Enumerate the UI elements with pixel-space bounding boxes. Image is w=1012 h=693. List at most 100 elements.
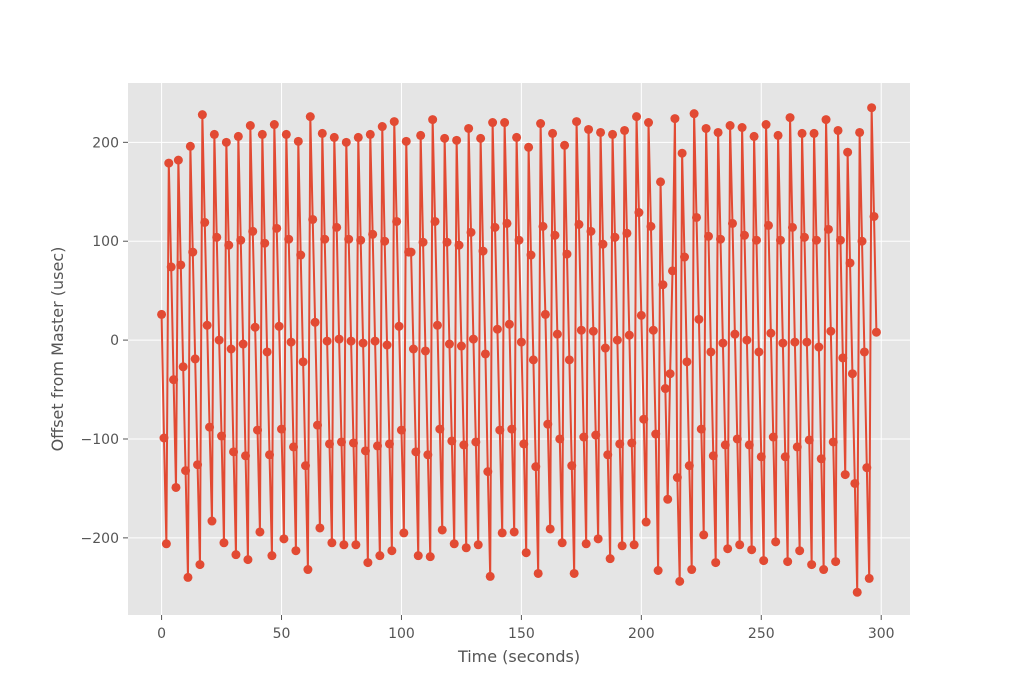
data-point: [488, 118, 498, 128]
data-point: [289, 442, 299, 452]
y-axis-label: Offset from Master (usec): [48, 247, 67, 452]
data-point: [159, 433, 169, 443]
data-point: [464, 123, 474, 133]
data-point: [248, 226, 258, 236]
data-point: [190, 354, 200, 364]
data-point: [471, 437, 481, 447]
data-point: [804, 435, 814, 445]
data-point: [428, 115, 438, 125]
data-point: [250, 322, 260, 332]
data-point: [449, 539, 459, 549]
data-point: [823, 224, 833, 234]
data-point: [411, 447, 421, 457]
data-point: [600, 343, 610, 353]
data-point: [231, 550, 241, 560]
data-point: [305, 112, 315, 122]
data-point: [615, 439, 625, 449]
data-point: [442, 237, 452, 247]
data-point: [773, 130, 783, 140]
y-tick-label: 100: [92, 234, 119, 250]
data-point: [730, 329, 740, 339]
data-point: [677, 148, 687, 158]
data-point: [656, 177, 666, 187]
data-point: [387, 546, 397, 556]
data-point: [668, 266, 678, 276]
data-point: [528, 355, 538, 365]
data-point: [605, 554, 615, 564]
data-point: [205, 422, 215, 432]
data-point: [718, 338, 728, 348]
data-point: [838, 353, 848, 363]
data-point: [864, 573, 874, 583]
data-point: [380, 236, 390, 246]
data-point: [816, 454, 826, 464]
data-point: [739, 230, 749, 240]
data-point: [406, 247, 416, 257]
data-point: [598, 239, 608, 249]
data-point: [792, 442, 802, 452]
data-point: [612, 335, 622, 345]
data-point: [281, 129, 291, 139]
data-point: [193, 460, 203, 470]
data-point: [363, 558, 373, 568]
data-point: [716, 234, 725, 244]
y-tick-label: −200: [81, 531, 119, 547]
data-point: [396, 425, 406, 435]
data-point: [617, 541, 627, 551]
data-point: [536, 119, 546, 129]
data-point: [802, 337, 812, 347]
data-point: [787, 222, 797, 232]
data-point: [814, 342, 824, 352]
data-point: [694, 314, 704, 324]
data-point: [430, 216, 440, 226]
data-point: [749, 131, 759, 141]
data-point: [327, 538, 337, 548]
y-tick-label: 0: [110, 333, 119, 349]
data-point: [548, 128, 558, 138]
data-point: [780, 452, 790, 462]
data-point: [303, 565, 313, 575]
data-point: [166, 262, 176, 272]
data-point: [500, 118, 510, 128]
data-point: [706, 347, 716, 357]
data-point: [420, 346, 430, 356]
data-point: [526, 250, 536, 260]
data-point: [322, 336, 332, 346]
data-point: [226, 344, 236, 354]
data-point: [672, 473, 682, 483]
data-point: [315, 523, 325, 533]
data-point: [456, 341, 466, 351]
y-tick-label: −100: [81, 432, 119, 448]
data-point: [531, 462, 541, 472]
data-point: [732, 434, 742, 444]
data-point: [293, 136, 303, 146]
data-point: [871, 327, 881, 337]
data-point: [454, 240, 464, 250]
x-tick-label: 50: [273, 626, 291, 642]
data-point: [197, 110, 207, 120]
data-point: [416, 130, 426, 140]
data-point: [869, 211, 879, 221]
data-point: [648, 325, 658, 335]
data-point: [651, 429, 661, 439]
data-point: [425, 552, 435, 562]
data-point: [821, 115, 831, 125]
data-point: [164, 158, 174, 168]
data-point: [840, 470, 850, 480]
data-point: [291, 546, 301, 556]
data-point: [368, 229, 378, 239]
data-point: [663, 494, 673, 504]
x-tick-label: 150: [508, 626, 535, 642]
data-point: [682, 357, 692, 367]
x-axis-label: Time (seconds): [457, 647, 580, 666]
data-point: [384, 439, 394, 449]
data-point: [360, 446, 370, 456]
data-point: [610, 232, 620, 242]
data-point: [653, 566, 663, 575]
data-point: [629, 540, 639, 550]
data-point: [392, 216, 402, 226]
data-point: [684, 461, 694, 471]
data-point: [747, 545, 757, 555]
data-point: [394, 321, 404, 331]
data-point: [483, 467, 493, 477]
